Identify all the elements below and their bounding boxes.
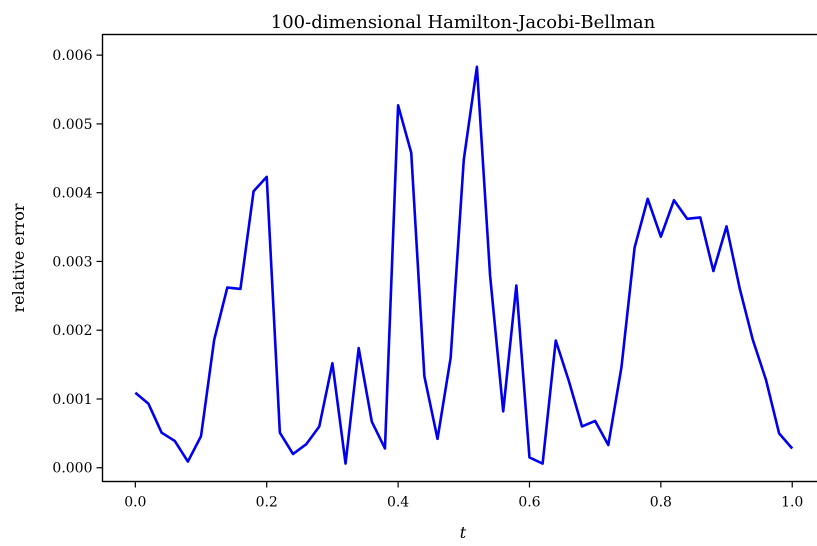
y-tick-label: 0.003	[52, 254, 92, 270]
x-tick-label: 1.0	[781, 495, 803, 511]
x-tick-label: 0.8	[650, 495, 672, 511]
y-tick-label: 0.002	[52, 323, 92, 339]
y-tick-label: 0.004	[52, 186, 92, 202]
plot-frame	[101, 33, 817, 483]
y-axis-ticks: 0.000 0.001 0.002 0.003 0.004 0.005 0.006	[52, 48, 103, 477]
y-tick-label: 0.006	[52, 48, 92, 64]
x-tick-label: 0.2	[256, 495, 278, 511]
y-tick-label: 0.005	[52, 117, 92, 133]
y-tick-label: 0.001	[52, 392, 92, 408]
x-tick-label: 0.0	[124, 495, 146, 511]
x-tick-label: 0.6	[518, 495, 540, 511]
y-axis-label: relative error	[9, 203, 28, 312]
x-tick-label: 0.4	[387, 495, 409, 511]
chart-title: 100-dimensional Hamilton-Jacobi-Bellman	[271, 12, 656, 33]
x-axis-label: t	[460, 523, 467, 542]
x-axis-ticks: 0.0 0.2 0.4 0.6 0.8 1.0	[124, 481, 803, 511]
series-line	[134, 65, 794, 465]
y-tick-label: 0.000	[52, 461, 92, 477]
